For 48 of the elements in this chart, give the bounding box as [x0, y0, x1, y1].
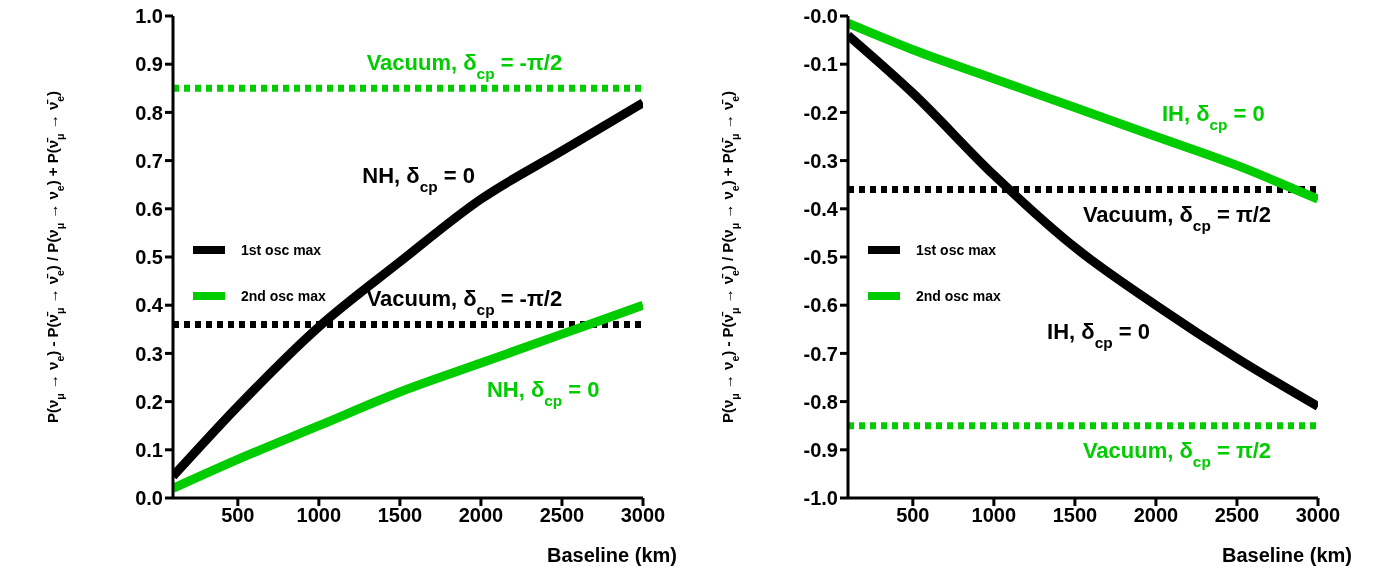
x-tick-label: 3000	[1295, 504, 1341, 527]
y-tick-label: 0.9	[135, 53, 163, 76]
ref-line-label: Vacuum, δ$_{cp}$ = -π/2	[366, 50, 563, 82]
ref-line-label: Vacuum, δ$_{cp}$ = -π/2	[366, 286, 563, 318]
x-tick-label: 2500	[539, 504, 585, 527]
annotation: IH, δ$_{cp}$ = 0	[1047, 319, 1150, 351]
y-tick-label: 0.8	[135, 101, 163, 124]
y-tick-label: 0.0	[135, 487, 163, 510]
y-tick-label: -1.0	[803, 487, 838, 510]
y-tick-label: -0.0	[803, 5, 838, 28]
x-tick-label: 1000	[971, 504, 1017, 527]
y-tick-label: -0.6	[803, 294, 838, 317]
legend-label: 1st osc max	[241, 242, 322, 258]
x-axis-title: Baseline (km)	[1221, 544, 1352, 566]
legend-label: 1st osc max	[916, 242, 997, 258]
y-tick-label: 0.5	[135, 246, 163, 269]
x-tick-label: 1000	[296, 504, 342, 527]
x-tick-label: 500	[221, 504, 255, 527]
x-tick-label: 2000	[458, 504, 504, 527]
ref-line-label: Vacuum, δ$_{cp}$ = π/2	[1082, 437, 1272, 470]
y-tick-label: -0.4	[803, 197, 839, 220]
annotation: IH, δ$_{cp}$ = 0	[1161, 100, 1265, 132]
y-tick-label: 0.3	[135, 342, 163, 365]
x-tick-label: 1500	[377, 504, 423, 527]
annotation: NH, δ$_{cp}$ = 0	[362, 163, 475, 195]
y-tick-label: 0.7	[135, 149, 163, 172]
y-tick-label: 0.1	[135, 438, 163, 461]
ref-line-label: Vacuum, δ$_{cp}$ = π/2	[1082, 201, 1272, 234]
y-tick-label: -0.3	[803, 149, 838, 172]
y-tick-label: -0.2	[803, 101, 838, 124]
x-tick-label: 500	[896, 504, 930, 527]
y-tick-label: -0.5	[803, 246, 838, 269]
y-tick-label: 0.4	[135, 294, 164, 317]
x-tick-label: 1500	[1052, 504, 1098, 527]
y-tick-label: 1.0	[135, 5, 163, 28]
x-tick-label: 3000	[620, 504, 666, 527]
y-tick-label: -0.8	[803, 390, 838, 413]
legend-label: 2nd osc max	[916, 288, 1001, 304]
x-tick-label: 2500	[1214, 504, 1260, 527]
y-tick-label: -0.9	[803, 438, 838, 461]
y-tick-label: -0.7	[803, 342, 838, 365]
annotation: NH, δ$_{cp}$ = 0	[486, 377, 600, 409]
x-tick-label: 2000	[1133, 504, 1179, 527]
y-tick-label: 0.2	[135, 390, 163, 413]
y-tick-label: 0.6	[135, 197, 163, 220]
x-axis-title: Baseline (km)	[546, 544, 677, 566]
legend-label: 2nd osc max	[241, 288, 326, 304]
y-tick-label: -0.1	[803, 53, 838, 76]
